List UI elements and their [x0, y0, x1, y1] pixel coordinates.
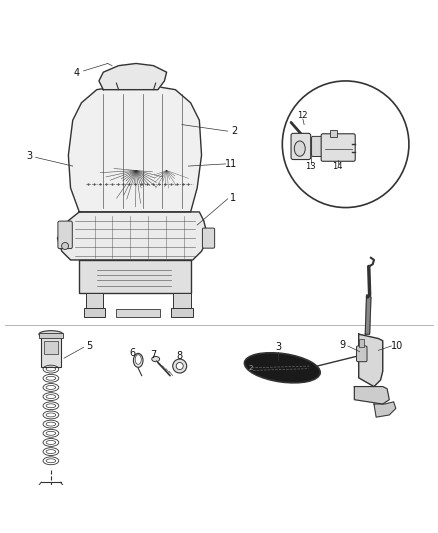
Text: 5: 5: [86, 341, 92, 351]
Bar: [330, 130, 337, 137]
Ellipse shape: [134, 353, 143, 367]
Text: 10: 10: [391, 341, 403, 351]
FancyBboxPatch shape: [58, 221, 72, 248]
Bar: [86, 293, 103, 310]
Polygon shape: [354, 386, 389, 404]
Bar: [117, 309, 160, 317]
Bar: [39, 333, 63, 338]
Text: 11: 11: [225, 159, 237, 169]
Circle shape: [173, 359, 187, 373]
Polygon shape: [68, 83, 201, 212]
Bar: [359, 340, 364, 348]
Bar: [173, 293, 191, 310]
Circle shape: [62, 243, 69, 249]
Text: 3: 3: [275, 342, 281, 352]
Ellipse shape: [135, 354, 141, 364]
Polygon shape: [374, 402, 396, 417]
FancyBboxPatch shape: [291, 133, 311, 159]
Ellipse shape: [152, 357, 159, 362]
Polygon shape: [365, 295, 371, 334]
Ellipse shape: [294, 141, 305, 156]
Text: 6: 6: [130, 348, 136, 358]
Text: 4: 4: [74, 68, 80, 78]
Bar: [171, 308, 193, 317]
Circle shape: [283, 81, 409, 207]
Text: 1: 1: [230, 192, 237, 203]
Bar: [44, 341, 58, 354]
FancyBboxPatch shape: [79, 260, 191, 293]
Ellipse shape: [39, 330, 63, 338]
Text: 9: 9: [339, 340, 346, 350]
FancyBboxPatch shape: [321, 134, 355, 161]
Text: 14: 14: [332, 163, 343, 172]
Polygon shape: [57, 212, 208, 260]
Circle shape: [176, 362, 183, 369]
Bar: [41, 336, 60, 367]
FancyBboxPatch shape: [202, 228, 215, 248]
Text: 12: 12: [297, 111, 308, 120]
Ellipse shape: [244, 353, 320, 383]
Text: 13: 13: [305, 163, 316, 172]
Text: 8: 8: [177, 351, 183, 360]
Text: 7: 7: [150, 350, 156, 360]
Polygon shape: [359, 334, 383, 386]
FancyBboxPatch shape: [311, 136, 325, 157]
Polygon shape: [99, 63, 166, 90]
Text: 3: 3: [26, 151, 32, 161]
FancyBboxPatch shape: [357, 346, 367, 362]
Text: 2: 2: [249, 365, 253, 371]
Text: 2: 2: [231, 126, 237, 136]
Bar: [84, 308, 106, 317]
